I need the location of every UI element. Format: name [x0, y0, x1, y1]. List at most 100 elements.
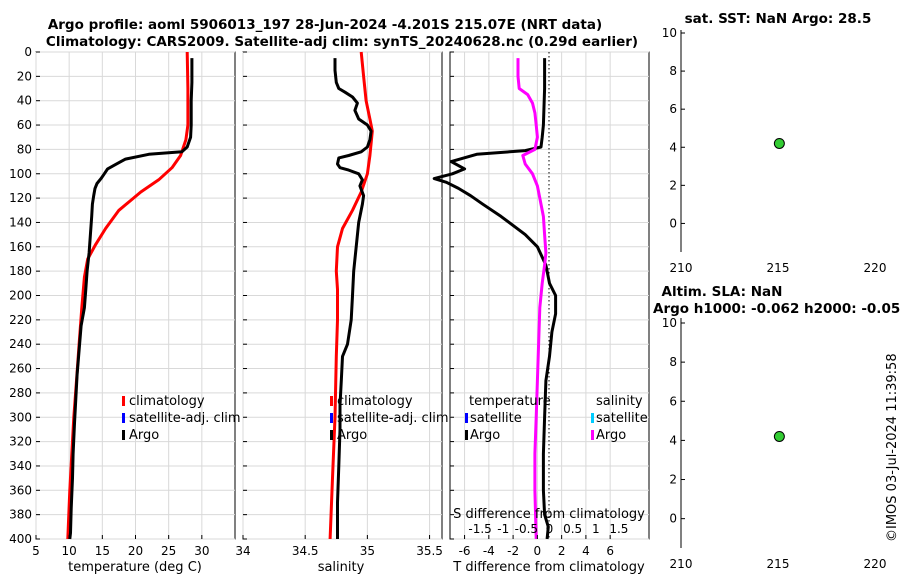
y-tick-label: 360	[9, 483, 32, 497]
legend-swatch-s-argo	[591, 430, 594, 440]
y-tick-label: 120	[9, 191, 32, 205]
salinity-panel: 34 34.5 35 35.5 salinity climatology satell…	[235, 51, 449, 575]
s-diff-tick-label: -1.5	[468, 522, 491, 536]
x-tick-label: 220	[864, 261, 887, 275]
legend-label-argo: Argo	[129, 428, 159, 443]
y-tick-label: 260	[9, 362, 32, 376]
x-tick-label: 215	[767, 261, 790, 275]
s-diff-tick-label: -0.5	[515, 522, 538, 536]
legend-label-satellite-adj: satellite-adj. clim	[337, 411, 449, 426]
x-tick-label: -6	[459, 544, 471, 558]
y-tick-label: 140	[9, 215, 32, 229]
legend-label-satellite-adj: satellite-adj. clim	[129, 411, 241, 426]
x-tick-label: 34.5	[292, 544, 319, 558]
imos-timestamp-watermark: ©IMOS 03-Jul-2024 11:39:58	[885, 353, 900, 542]
x-tick-label: 210	[670, 261, 693, 275]
legend-label-s-satellite: satellite	[596, 411, 648, 426]
legend-swatch-satellite-adj	[330, 413, 333, 423]
y-tick-label: 2	[669, 178, 677, 192]
legend-swatch-satellite-adj	[122, 413, 125, 423]
y-tick-label: 6	[669, 102, 677, 116]
legend-swatch-t-argo	[465, 430, 468, 440]
x-tick-label: 5	[32, 544, 40, 558]
x-tick-label: 210	[670, 557, 693, 571]
x-tick-label: 220	[864, 557, 887, 571]
x-tick-label: 25	[161, 544, 176, 558]
series-line-argo	[68, 58, 194, 540]
x-tick-label: -4	[483, 544, 495, 558]
temperature-legend: climatology satellite-adj. clim Argo	[122, 394, 241, 443]
s-diff-tick-label: 0	[546, 522, 554, 536]
y-tick-label: 40	[17, 94, 32, 108]
y-tick-label: 320	[9, 435, 32, 449]
x-tick-label: 215	[767, 557, 790, 571]
difference-panel: -6 -4 -2 0 2 4 6 S difference from climatology…	[432, 51, 650, 575]
legend-swatch-climatology	[122, 396, 125, 406]
x-tick-label: 20	[128, 544, 143, 558]
x-tick-label: 2	[558, 544, 566, 558]
s-difference-axis-label: S difference from climatology	[453, 507, 645, 522]
y-tick-label: 160	[9, 240, 32, 254]
series-line-s-difference-argo	[516, 58, 548, 540]
y-tick-label: 300	[9, 410, 32, 424]
legend-label-t-satellite: satellite	[470, 411, 522, 426]
y-tick-label: 240	[9, 337, 32, 351]
figure-title-line1: Argo profile: aoml 5906013_197 28-Jun-20…	[48, 17, 602, 33]
y-tick-label: 100	[9, 167, 32, 181]
y-tick-label: 8	[669, 355, 677, 369]
x-tick-label: 4	[582, 544, 590, 558]
y-tick-label: 80	[17, 142, 32, 156]
y-tick-label: 20	[17, 69, 32, 83]
y-tick-label: 6	[669, 394, 677, 408]
sst-panel: sat. SST: NaN Argo: 28.5 0 2 4 6 8 10 210 215 22…	[662, 11, 887, 275]
x-tick-label: 34	[235, 544, 250, 558]
data-point-marker	[773, 137, 785, 149]
x-tick-label: 15	[95, 544, 110, 558]
legend-label-s-argo: Argo	[596, 428, 626, 443]
x-tick-label: -2	[507, 544, 519, 558]
data-point-marker	[773, 430, 785, 442]
legend-heading-temperature: temperature	[469, 394, 551, 409]
legend-label-climatology: climatology	[129, 394, 205, 409]
x-tick-label: 6	[606, 544, 614, 558]
legend-label-climatology: climatology	[337, 394, 413, 409]
temperature-panel: 0 20 40 60 80 100 120 140 160 180 200 220 240 260 280 3…	[9, 45, 241, 575]
salinity-xlabel: salinity	[318, 560, 365, 575]
series-line-t-difference-argo	[432, 58, 558, 540]
x-tick-label: 10	[62, 544, 77, 558]
y-tick-label: 280	[9, 386, 32, 400]
y-tick-label: 340	[9, 459, 32, 473]
y-tick-label: 8	[669, 64, 677, 78]
s-diff-tick-label: 1	[592, 522, 600, 536]
x-tick-label: 30	[194, 544, 209, 558]
legend-swatch-argo	[330, 430, 333, 440]
y-tick-label: 10	[662, 26, 677, 40]
y-tick-label: 0	[24, 45, 32, 59]
x-tick-label: 35.5	[416, 544, 443, 558]
sla-title-line1: Altim. SLA: NaN	[662, 284, 783, 300]
y-tick-label: 0	[669, 216, 677, 230]
y-tick-label: 60	[17, 118, 32, 132]
temperature-xlabel: temperature (deg C)	[68, 560, 202, 575]
y-tick-label: 0	[669, 512, 677, 526]
y-tick-label: 2	[669, 473, 677, 487]
x-tick-label: 0	[534, 544, 542, 558]
t-difference-xlabel: T difference from climatology	[452, 560, 645, 575]
salinity-legend: climatology satellite-adj. clim Argo	[330, 394, 449, 443]
y-tick-label: 380	[9, 508, 32, 522]
series-line-climatology	[328, 51, 374, 540]
legend-label-t-argo: Argo	[470, 428, 500, 443]
y-tick-label: 180	[9, 264, 32, 278]
figure-title-line2: Climatology: CARS2009. Satellite-adj cli…	[46, 34, 638, 50]
sla-title-line2: Argo h1000: -0.062 h2000: -0.057	[653, 301, 900, 317]
legend-swatch-argo	[122, 430, 125, 440]
y-tick-label: 200	[9, 289, 32, 303]
legend-heading-salinity: salinity	[596, 394, 643, 409]
sst-title: sat. SST: NaN Argo: 28.5	[685, 11, 872, 27]
legend-label-argo: Argo	[337, 428, 367, 443]
s-diff-tick-label: -1	[497, 522, 509, 536]
legend-swatch-t-satellite	[465, 413, 468, 423]
x-tick-label: 35	[360, 544, 375, 558]
s-diff-tick-label: 1.5	[609, 522, 628, 536]
s-diff-tick-label: 0.5	[563, 522, 582, 536]
